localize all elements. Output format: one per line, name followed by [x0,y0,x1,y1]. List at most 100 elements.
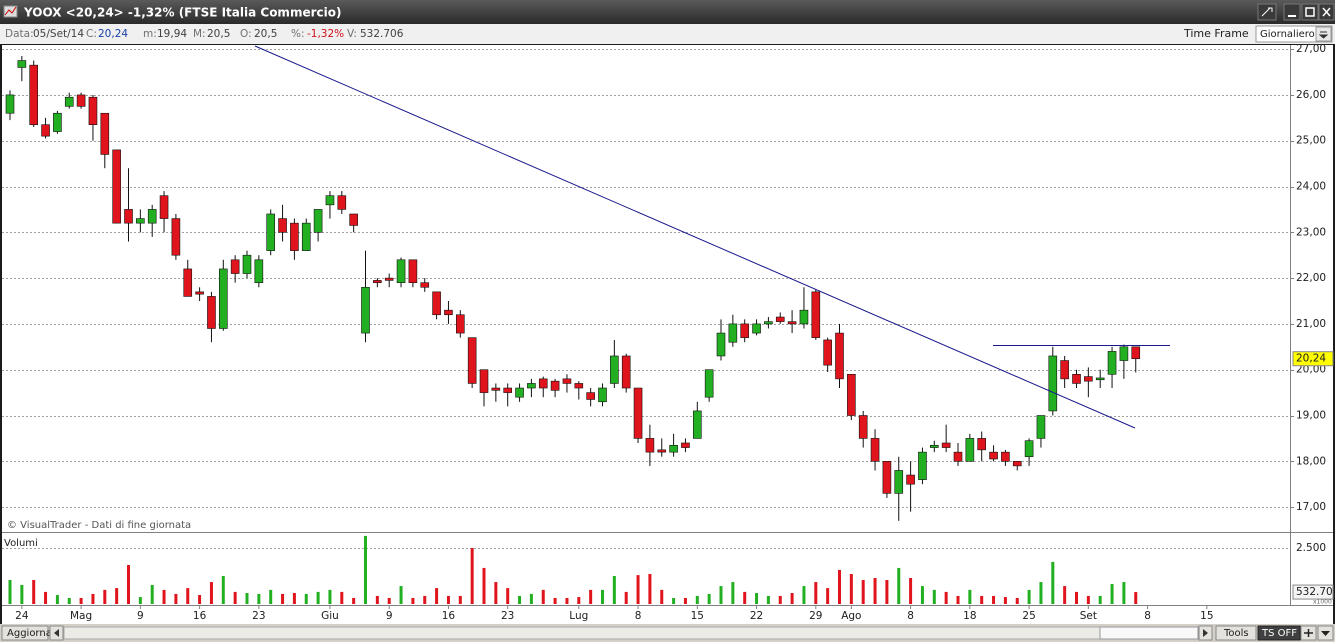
candle-body [1036,415,1046,439]
candle-body [1107,351,1117,375]
volume-bar [44,591,48,604]
x-tick-label: 23 [252,610,265,622]
y-tick-label: 19,00 [1296,410,1326,422]
candle-body [716,332,726,357]
candle-body [906,474,915,485]
candle-body [53,112,62,132]
candle-body [882,461,892,494]
tools-label: Tools [1223,628,1249,639]
volume-bar [198,595,202,604]
candle-body [29,64,39,125]
x-tick-label: Ago [841,610,861,622]
candle-body [835,332,844,380]
candle-body [823,339,832,366]
watermark: © VisualTrader - Dati di fine giornata [7,520,191,531]
volume-bar [162,589,166,604]
volume-bar [138,597,142,604]
ts-button[interactable] [1257,625,1301,641]
candle-body [254,259,264,283]
volume-bar [375,595,379,604]
volume-bar [755,593,759,604]
candle-body [1048,355,1058,412]
candle-body [266,213,276,251]
volume-bar [20,584,24,604]
y-tick-label: 26,00 [1296,89,1326,101]
candle-body [41,124,50,137]
candle-body [965,438,975,462]
volume-bar [316,591,320,604]
scroll-thumb[interactable] [1099,626,1199,640]
volume-bar [209,582,213,604]
menu-icon [1321,631,1330,636]
volume-bar [814,582,818,604]
volume-bar [553,597,557,604]
scroll-track[interactable] [63,626,1199,640]
volume-bar [873,578,877,604]
volume-bar [470,548,474,604]
volume-bar [838,569,841,604]
candle-body [610,355,619,384]
candle-body [1119,346,1129,361]
volume-bar [636,575,640,604]
volume-bar [731,582,735,604]
volume-bar [968,589,972,604]
volume-bar [8,580,12,604]
y-tick-label: 18,00 [1296,455,1326,467]
volume-bar [695,595,699,604]
volume-bar [79,597,83,604]
volume-bar [446,595,450,604]
candle-body [384,277,394,281]
candle-body [159,195,169,219]
volume-bar [577,597,581,604]
x-tick-label: 24 [15,610,29,622]
candle-body [1060,360,1069,380]
last-volume-box [1292,584,1334,600]
x-tick-label: 16 [193,610,207,622]
minimize-button[interactable] [1283,3,1301,21]
info-value: 20,5 [207,28,230,40]
title-bar [0,0,1335,24]
tools-button[interactable] [1215,625,1257,641]
candle-body [147,209,157,224]
candle-body [858,415,868,439]
volume-bar [1003,597,1007,604]
volume-bar [233,591,237,604]
volume-bar [281,593,285,604]
volume-bar [743,591,747,604]
volume-bar [221,576,225,604]
x-tick-label: Lug [569,610,588,622]
volume-bar [1063,586,1067,604]
volume-bar [269,589,273,604]
volume-bar [423,595,427,604]
refresh-button[interactable] [1,625,49,641]
tool-button[interactable] [1257,3,1277,21]
volume-bar [897,567,901,604]
candle-body [361,286,370,334]
window-buttons [1257,3,1335,21]
volume-bar [944,591,948,604]
candle-body [112,149,121,224]
volume-bar [683,597,687,604]
volume-bar [340,591,344,604]
volume-bar [435,588,439,604]
candle-body [479,369,489,393]
candle-body [764,321,773,325]
volume-bar [849,573,853,604]
volume-bar [127,565,130,604]
candle-body [515,387,524,398]
select-arrow-button[interactable] [1315,26,1332,42]
scroll-left-arrow [54,629,59,637]
x-tick-label: Set [1080,610,1097,622]
volume-bar [932,589,936,604]
last-price-box [1292,351,1334,367]
candle-body [136,218,145,224]
app-icon-glyph [4,6,17,16]
candle-body [183,268,193,297]
volume-bar [1027,589,1031,604]
volume-bar [257,593,261,604]
candle-body [929,444,939,448]
maximize-button[interactable] [1301,3,1319,21]
time-frame-select[interactable] [1255,25,1333,43]
candle-body [598,387,607,403]
